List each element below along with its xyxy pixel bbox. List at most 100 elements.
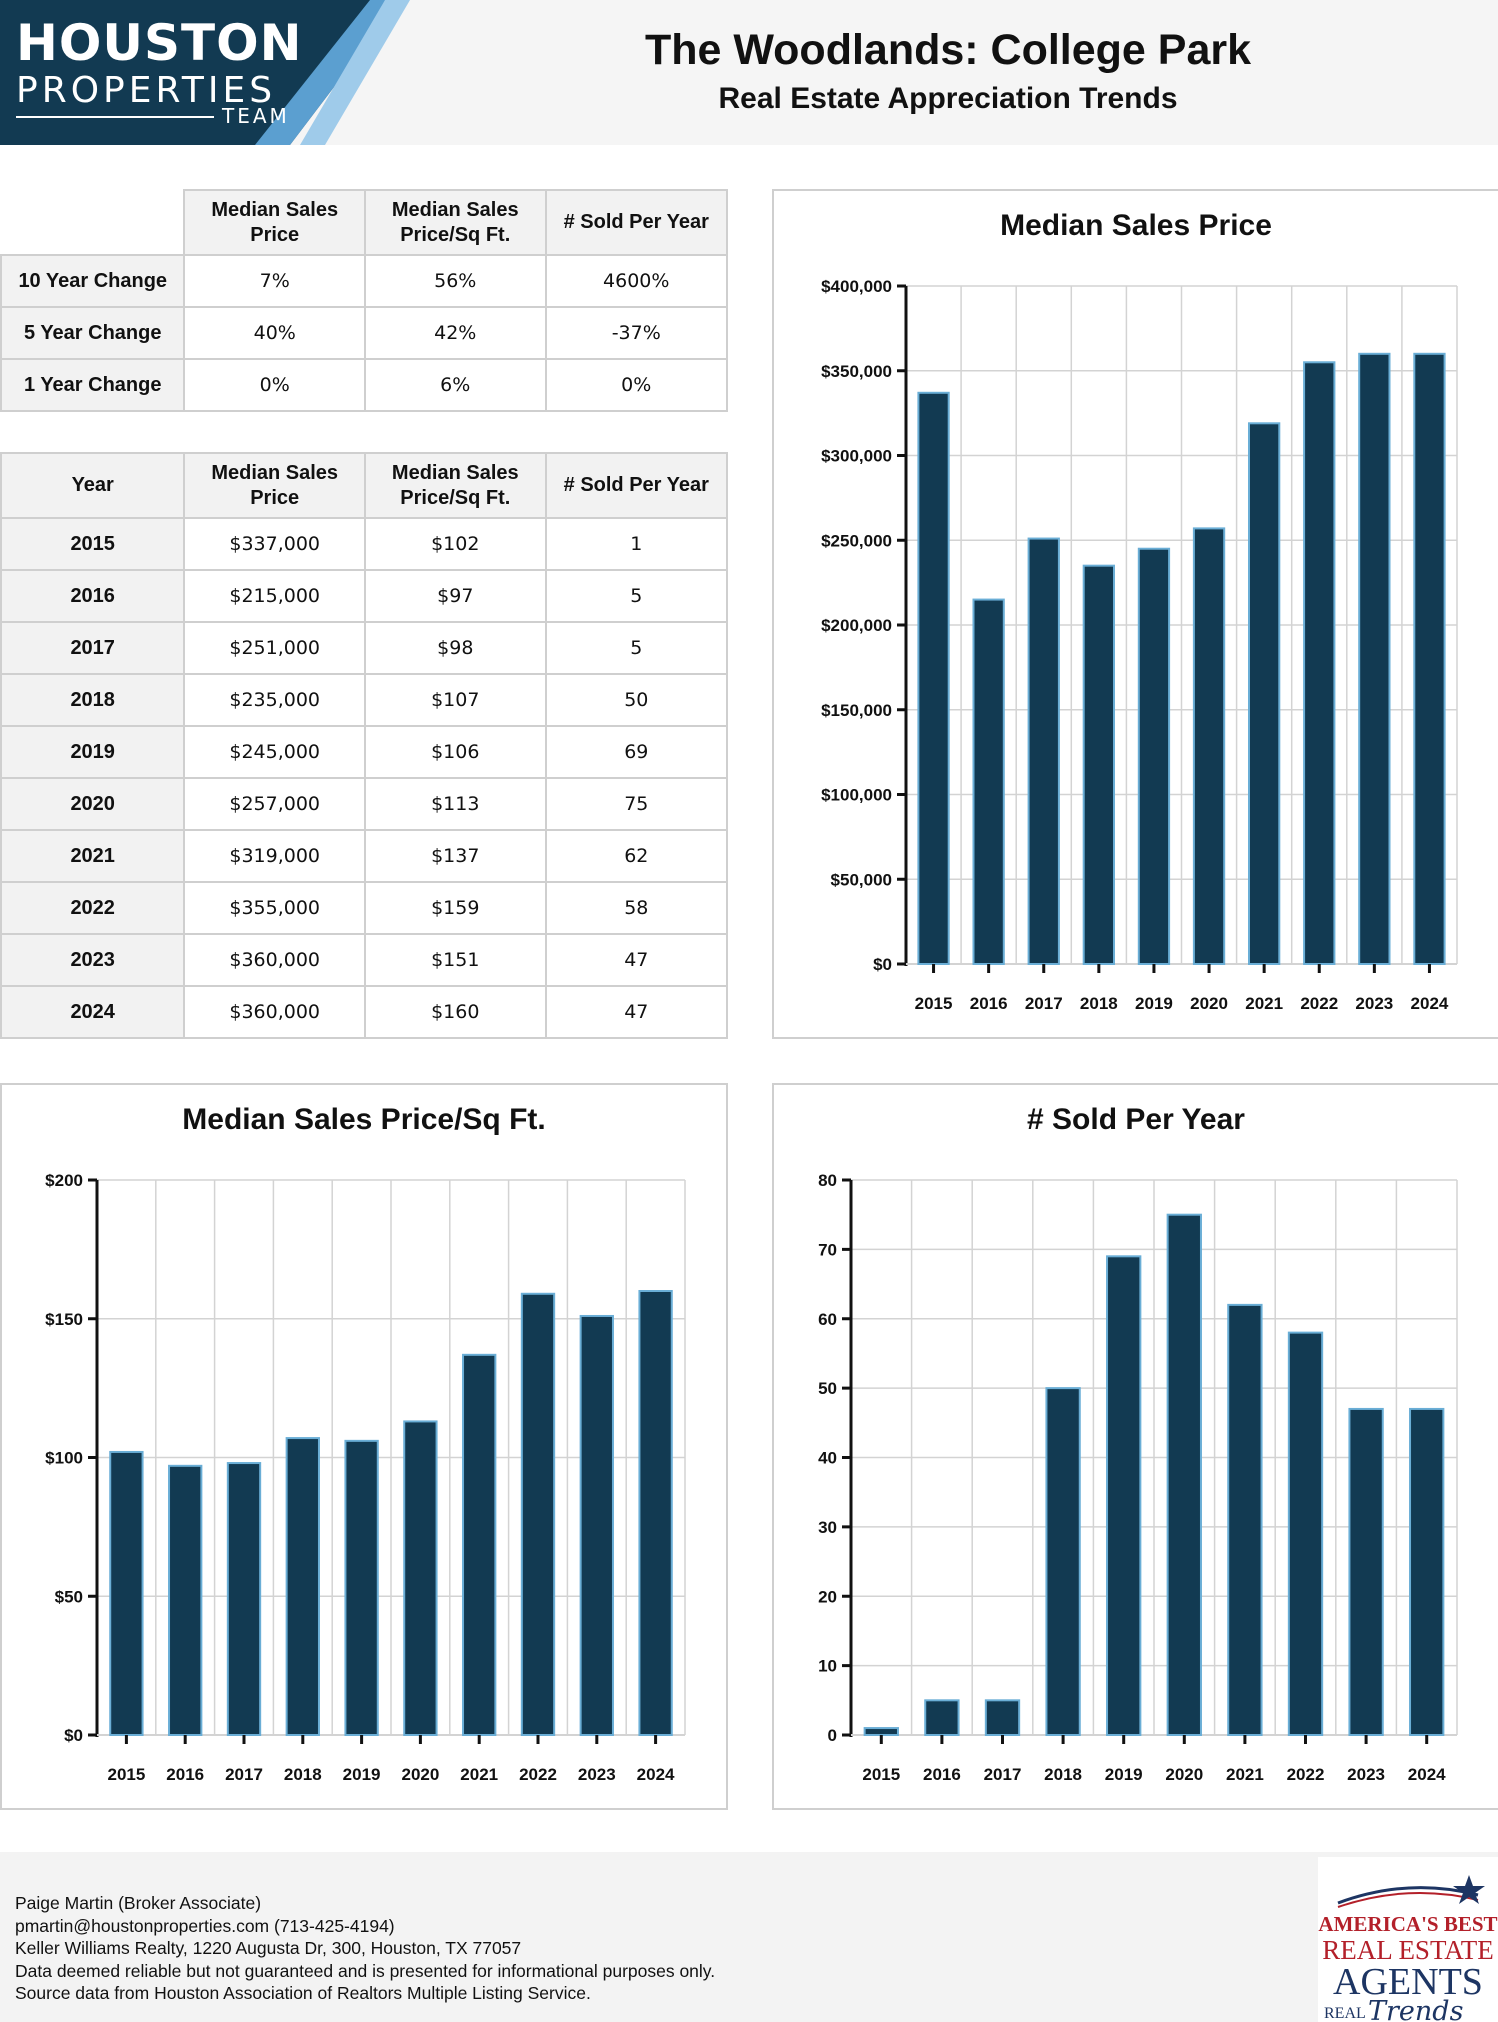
row-label: 2023 [0, 933, 186, 987]
table-row: 2016 $215,000 $97 5 [0, 569, 729, 623]
bar-2022 [520, 1292, 556, 1736]
median-sales-price-plot: $0 $50,000 $100,000 $150,000 $200,000 $250,00… [821, 277, 1458, 1013]
row-label: 2024 [0, 985, 186, 1039]
sold-per-year-plot: 0 10 20 30 40 50 60 70 80 2015 2016 2017 2018 2019 202… [818, 1171, 1458, 1784]
table-row: 10 Year Change 7% 56% 4600% [0, 254, 728, 308]
row-label: 1 Year Change [0, 358, 186, 412]
badge-text: Trends [1368, 1996, 1463, 2022]
table-row: 2023 $360,000 $151 47 [0, 933, 729, 987]
table-cell: 40% [183, 306, 366, 360]
x-tick-label: 2022 [1287, 1765, 1325, 1784]
x-tick-label: 2017 [984, 1765, 1022, 1784]
row-label: 2018 [0, 673, 186, 727]
logo-text-team: TEAM [222, 104, 290, 128]
table-cell: $151 [364, 933, 547, 987]
bar-2023 [1358, 352, 1391, 966]
table-header-cell: # Sold Per Year [544, 452, 729, 519]
table-header-cell: Median Sales Price [183, 189, 366, 256]
row-label: 5 Year Change [0, 306, 186, 360]
row-label: 2022 [0, 881, 186, 935]
page-subtitle: Real Estate Appreciation Trends [718, 82, 1178, 115]
x-tick-label: 2021 [1245, 994, 1283, 1013]
bar-2023 [1348, 1407, 1384, 1736]
bar-2017 [984, 1699, 1021, 1736]
houston-properties-logo [0, 0, 410, 145]
table-cell: 0% [544, 358, 728, 412]
row-label: 2015 [0, 517, 186, 571]
table-header-cell: # Sold Per Year [544, 189, 728, 256]
contact-info: Paige Martin (Broker Associate) pmartin@… [15, 1892, 715, 2005]
y-tick-label: $150 [45, 1310, 83, 1329]
table-cell: $159 [364, 881, 547, 935]
table-row: 2019 $245,000 $106 69 [0, 725, 729, 779]
table-cell: 1 [544, 517, 729, 571]
badge-text: REAL [1324, 2005, 1366, 2022]
badge-text: AGENTS [1333, 1961, 1483, 2003]
bar-2015 [109, 1450, 144, 1736]
table-header-cell [1, 190, 186, 256]
x-tick-label: 2016 [166, 1765, 204, 1784]
y-tick-label: 70 [818, 1240, 837, 1259]
table-cell: 47 [544, 933, 729, 987]
americas-best-real-estate-agents-badge: AMERICA'S BEST REAL ESTATE AGENTS REAL T… [1318, 1857, 1498, 2022]
x-tick-label: 2019 [343, 1765, 381, 1784]
table-cell: $337,000 [183, 517, 366, 571]
y-tick-label: $50 [55, 1587, 83, 1606]
table-cell: $235,000 [183, 673, 366, 727]
x-tick-label: 2016 [970, 994, 1008, 1013]
x-tick-label: 2015 [107, 1765, 145, 1784]
bar-2016 [924, 1699, 960, 1736]
table-cell: 5 [544, 621, 729, 675]
logo-text-houston: HOUSTON [16, 14, 303, 72]
table-cell: $245,000 [183, 725, 366, 779]
y-tick-label: $0 [873, 955, 892, 974]
table-cell: $251,000 [183, 621, 366, 675]
badge-text: AMERICA'S BEST [1318, 1912, 1497, 1936]
bar-2022 [1303, 361, 1336, 965]
x-tick-label: 2020 [1165, 1765, 1203, 1784]
table-cell: -37% [544, 306, 728, 360]
sold-per-year-chart: # Sold Per Year 0 10 20 30 40 50 60 70 80 2015 201… [772, 1083, 1498, 1810]
x-tick-label: 2016 [923, 1765, 961, 1784]
x-tick-label: 2018 [284, 1765, 322, 1784]
bar-2017 [1027, 537, 1060, 965]
table-row: 1 Year Change 0% 6% 0% [0, 358, 728, 412]
y-tick-label: $200 [45, 1171, 83, 1190]
row-label: 2021 [0, 829, 186, 883]
table-header-row: Median Sales Price Median Sales Price/Sq… [1, 189, 728, 256]
x-tick-label: 2019 [1135, 994, 1173, 1013]
table-cell: $355,000 [183, 881, 366, 935]
y-tick-label: 50 [818, 1379, 837, 1398]
y-tick-label: $400,000 [821, 277, 892, 296]
yearly-data-table: Year Median Sales Price Median Sales Pri… [0, 452, 729, 1039]
bar-2015 [917, 391, 950, 966]
chart-title: Median Sales Price [1000, 209, 1272, 242]
x-tick-label: 2020 [1190, 994, 1228, 1013]
bar-2015 [863, 1727, 899, 1736]
bar-2017 [226, 1462, 262, 1736]
chart-title: Median Sales Price/Sq Ft. [182, 1103, 546, 1136]
median-sales-price-chart: Median Sales Price $0 $50,000 $100,000 $150… [772, 189, 1498, 1039]
y-tick-label: $300,000 [821, 447, 892, 466]
table-cell: 69 [544, 725, 729, 779]
x-tick-label: 2018 [1080, 994, 1118, 1013]
table-cell: 7% [183, 254, 366, 308]
x-tick-label: 2021 [1226, 1765, 1264, 1784]
x-tick-label: 2022 [519, 1765, 557, 1784]
table-row: 5 Year Change 40% 42% -37% [0, 306, 728, 360]
table-row: 2021 $319,000 $137 62 [0, 829, 729, 883]
bar-2021 [1227, 1303, 1263, 1736]
bar-2019 [344, 1439, 379, 1736]
table-cell: 4600% [544, 254, 728, 308]
star-icon [1453, 1875, 1485, 1904]
y-tick-label: 0 [828, 1726, 837, 1745]
table-cell: $257,000 [183, 777, 366, 831]
table-cell: 50 [544, 673, 729, 727]
bar-2023 [579, 1314, 614, 1736]
y-tick-label: 60 [818, 1310, 837, 1329]
table-cell: 75 [544, 777, 729, 831]
table-cell: $215,000 [183, 569, 366, 623]
badge-text: REAL ESTATE [1322, 1935, 1494, 1965]
table-cell: $102 [364, 517, 547, 571]
chart-title: # Sold Per Year [1027, 1103, 1245, 1136]
